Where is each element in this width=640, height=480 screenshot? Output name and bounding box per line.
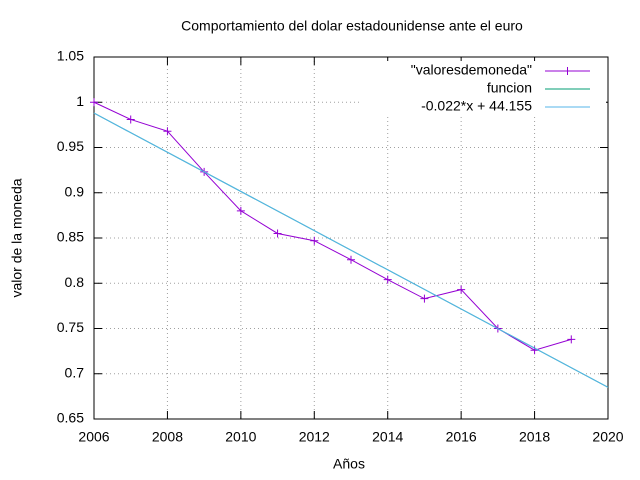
y-tick-label: 0.9 (65, 183, 85, 199)
data-point (347, 255, 355, 264)
x-tick-label: 2012 (299, 429, 330, 445)
y-tick-label: 1.05 (57, 48, 84, 64)
x-tick-label: 2018 (519, 429, 550, 445)
series-line (93, 101, 572, 351)
y-tick-label: 0.75 (57, 319, 84, 335)
data-point (236, 206, 245, 215)
y-tick-label: 0.8 (65, 274, 85, 290)
data-point (567, 335, 576, 344)
data-point (310, 236, 319, 245)
data-point (457, 285, 466, 294)
legend-label: -0.022*x + 44.155 (421, 98, 532, 114)
plot-border (93, 56, 609, 420)
x-tick-label: 2008 (152, 429, 183, 445)
x-tick-label: 2014 (372, 429, 403, 445)
x-axis-label: Años (333, 456, 365, 472)
data-point (420, 294, 429, 303)
x-tick-label: 2006 (78, 429, 109, 445)
data-point (273, 229, 282, 238)
legend-marker (563, 67, 572, 75)
legend-label: funcion (487, 80, 532, 96)
y-tick-label: 0.65 (57, 410, 84, 426)
data-point (90, 98, 98, 107)
data-point (530, 346, 539, 355)
data-point (383, 275, 392, 284)
chart-title: Comportamiento del dolar estadounidense … (181, 18, 523, 34)
y-tick-label: 0.85 (57, 229, 84, 245)
legend-label: "valoresdemoneda" (411, 62, 532, 78)
data-point (163, 127, 172, 136)
data-point (126, 115, 135, 124)
series-line (93, 112, 609, 388)
y-axis-label: valor de la moneda (9, 178, 25, 297)
x-tick-label: 2020 (592, 429, 623, 445)
y-tick-label: 0.7 (65, 364, 85, 380)
y-tick-label: 0.95 (57, 138, 84, 154)
x-tick-label: 2010 (225, 429, 256, 445)
y-tick-label: 1 (76, 93, 84, 109)
x-tick-label: 2016 (446, 429, 477, 445)
